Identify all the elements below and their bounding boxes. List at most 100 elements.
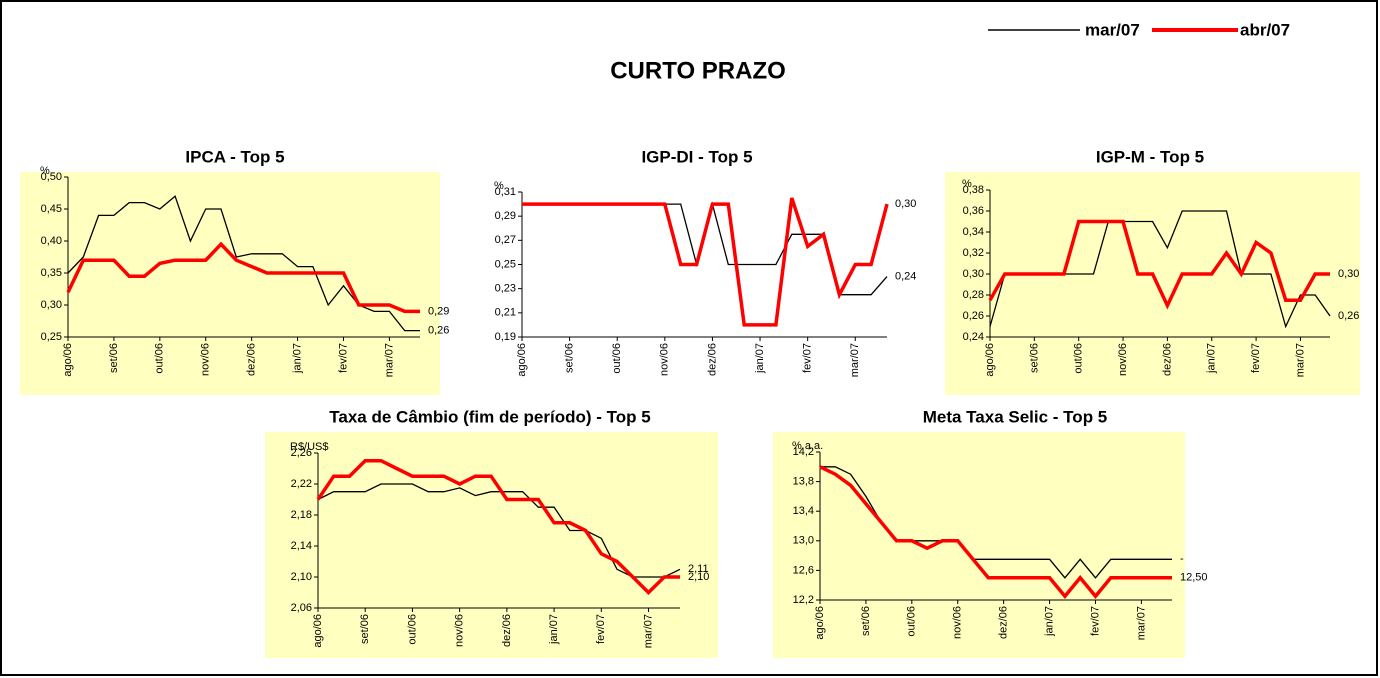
x-tick-label: mar/07	[849, 343, 861, 377]
y-tick-label: 13,8	[793, 476, 814, 488]
chart-title: Taxa de Câmbio (fim de período) - Top 5	[329, 407, 650, 426]
y-axis-label: R$/US$	[290, 441, 329, 453]
x-tick-label: out/06	[154, 343, 166, 374]
page-title: CURTO PRAZO	[610, 57, 786, 84]
x-tick-label: jan/07	[754, 343, 766, 374]
y-tick-label: 0,30	[41, 299, 62, 311]
y-tick-label: 0,30	[963, 268, 984, 280]
x-tick-label: jan/07	[1043, 606, 1055, 637]
x-tick-label: nov/06	[454, 614, 466, 647]
y-tick-label: 0,50	[41, 171, 62, 183]
x-tick-label: fev/07	[802, 343, 814, 373]
y-axis-label: %	[40, 165, 50, 177]
chart-title: IPCA - Top 5	[185, 147, 284, 166]
value-label: 0,26	[428, 325, 449, 337]
y-tick-label: 0,24	[963, 331, 984, 343]
value-label: -	[1180, 553, 1184, 565]
y-tick-label: 0,27	[495, 234, 516, 246]
x-tick-label: out/06	[1073, 343, 1085, 374]
x-tick-label: mar/07	[642, 614, 654, 648]
value-label: 2,11	[688, 563, 709, 575]
x-tick-label: set/06	[1028, 343, 1040, 373]
x-tick-label: nov/06	[1117, 343, 1129, 376]
x-tick-label: set/06	[359, 614, 371, 644]
plot-background	[773, 432, 1185, 658]
x-tick-label: ago/06	[312, 614, 324, 648]
value-label: 0,30	[895, 198, 916, 210]
y-tick-label: 0,26	[963, 310, 984, 322]
y-axis-label: %	[494, 180, 504, 192]
y-axis-label: %	[962, 178, 972, 190]
x-tick-label: mar/07	[383, 343, 395, 377]
y-tick-label: 0,34	[963, 226, 984, 238]
y-axis-label: % a.a.	[792, 440, 823, 452]
y-tick-label: 13,4	[793, 505, 814, 517]
x-tick-label: ago/06	[516, 343, 528, 377]
series-line	[316, 458, 680, 595]
x-tick-label: nov/06	[200, 343, 212, 376]
y-tick-label: 2,26	[291, 447, 312, 459]
x-tick-label: dez/06	[706, 343, 718, 376]
x-tick-label: ago/06	[814, 606, 826, 640]
x-tick-label: set/06	[564, 343, 576, 373]
y-tick-label: 0,35	[41, 267, 62, 279]
plot-background	[945, 172, 1360, 395]
x-tick-label: ago/06	[62, 343, 74, 377]
chart-title: IGP-M - Top 5	[1096, 147, 1204, 166]
y-tick-label: 12,6	[793, 564, 814, 576]
value-label: 0,26	[1338, 310, 1359, 322]
x-tick-label: nov/06	[659, 343, 671, 376]
value-label: 2,10	[688, 571, 709, 583]
y-tick-label: 2,22	[291, 478, 312, 490]
chart-title: IGP-DI - Top 5	[641, 147, 752, 166]
y-tick-label: 12,2	[793, 594, 814, 606]
y-tick-label: 0,45	[41, 203, 62, 215]
x-tick-label: nov/06	[952, 606, 964, 639]
x-tick-label: jan/07	[1206, 343, 1218, 374]
y-tick-label: 0,25	[495, 258, 516, 270]
y-tick-label: 0,32	[963, 247, 984, 259]
y-tick-label: 0,19	[495, 331, 516, 343]
x-tick-label: ago/06	[984, 343, 996, 377]
x-tick-label: fev/07	[1250, 343, 1262, 373]
y-tick-label: 0,23	[495, 283, 516, 295]
plot-background	[20, 172, 440, 395]
x-tick-label: mar/07	[1294, 343, 1306, 377]
x-tick-label: out/06	[406, 614, 418, 645]
x-tick-label: set/06	[108, 343, 120, 373]
x-tick-label: set/06	[860, 606, 872, 636]
value-label: 12,50	[1180, 572, 1208, 584]
y-tick-label: 2,06	[291, 602, 312, 614]
x-tick-label: fev/07	[337, 343, 349, 373]
x-tick-label: dez/06	[246, 343, 258, 376]
value-label: 0,30	[1338, 268, 1359, 280]
series-line	[988, 219, 1330, 310]
y-tick-label: 0,36	[963, 205, 984, 217]
x-tick-label: dez/06	[501, 614, 513, 647]
series-line	[819, 465, 1172, 600]
y-tick-label: 13,0	[793, 535, 814, 547]
x-tick-label: fev/07	[595, 614, 607, 644]
x-tick-label: mar/07	[1135, 606, 1147, 640]
x-tick-label: fev/07	[1089, 606, 1101, 636]
y-tick-label: 2,18	[291, 509, 312, 521]
y-tick-label: 14,2	[793, 446, 814, 458]
series-line	[522, 197, 889, 327]
value-label: 0,29	[428, 305, 449, 317]
y-tick-label: 0,38	[963, 184, 984, 196]
x-tick-label: jan/07	[548, 614, 560, 645]
y-tick-label: 2,14	[291, 540, 312, 552]
value-label: 0,24	[895, 270, 916, 282]
x-tick-label: out/06	[611, 343, 623, 374]
y-tick-label: 0,28	[963, 289, 984, 301]
chart-title: Meta Taxa Selic - Top 5	[923, 407, 1108, 426]
y-tick-label: 0,21	[495, 307, 516, 319]
y-tick-label: 0,31	[495, 186, 516, 198]
y-tick-label: 0,25	[41, 331, 62, 343]
legend-label: mar/07	[1085, 20, 1140, 39]
plot-background	[265, 432, 718, 658]
legend-label: abr/07	[1240, 20, 1290, 39]
x-tick-label: dez/06	[998, 606, 1010, 639]
series-line	[317, 483, 681, 578]
